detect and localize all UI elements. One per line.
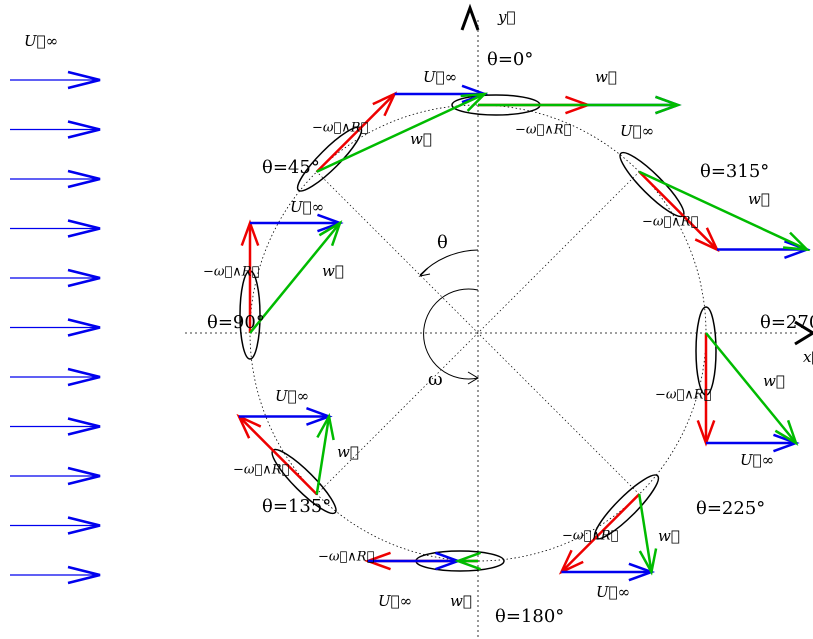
w-label: w⃗ [322,262,344,280]
free-stream [10,72,100,583]
omega-arc [424,289,478,379]
theta-label: θ [437,232,448,253]
w-label: w⃗ [748,190,770,208]
w-label: w⃗ [595,68,617,86]
theta-arc [420,250,478,275]
rotation-velocity [639,172,717,250]
free-stream-label: U⃗∞ [24,32,58,50]
rot-label: −ω⃗∧R⃗ [515,123,572,138]
angle-label: θ=180° [495,606,564,627]
u-label: U⃗∞ [378,592,412,610]
u-label: U⃗∞ [596,583,630,601]
rot-label: −ω⃗∧R⃗ [642,215,699,230]
blades: θ=0° w⃗ −ω⃗∧R⃗ θ=45° U⃗∞ w⃗ −ω⃗∧R⃗ θ=90° U⃗∞ w⃗ −ω… [203,49,813,627]
u-label: U⃗∞ [740,451,774,469]
rot-label: −ω⃗∧R⃗ [655,388,712,403]
angle-label: θ=270° [760,312,813,333]
u-label: U⃗∞ [275,387,309,405]
relative-velocity [639,172,807,250]
diagram: y⃗ x⃗ θ ω U⃗∞ θ=0° w⃗ −ω⃗∧R⃗ θ=45° U⃗∞ w⃗ −ω⃗∧… [0,0,813,639]
u-label: U⃗∞ [620,122,654,140]
angle-label: θ=90° [207,312,265,333]
angle-label: θ=0° [487,49,533,70]
x-label: x⃗ [803,348,813,366]
y-arrow [462,8,478,30]
w-label: w⃗ [658,527,680,545]
rotation-velocity [239,416,317,494]
rot-label: −ω⃗∧R⃗ [233,463,290,478]
angle-label: θ=135° [262,496,331,517]
rot-label: −ω⃗∧R⃗ [562,529,619,544]
w-label: w⃗ [337,443,359,461]
w-label: w⃗ [450,592,472,610]
angle-label: θ=315° [700,161,769,182]
w-label: w⃗ [410,130,432,148]
y-label: y⃗ [497,8,515,26]
w-label: w⃗ [763,372,785,390]
u-label: U⃗∞ [290,198,324,216]
theta-arrowhead [420,268,430,276]
omega-label: ω [428,369,443,390]
rot-label: −ω⃗∧R⃗ [318,550,375,565]
u-label: U⃗∞ [423,68,457,86]
angle-label: θ=225° [696,498,765,519]
angle-label: θ=45° [262,157,320,178]
rot-label: −ω⃗∧R⃗ [203,265,260,280]
rot-label: −ω⃗∧R⃗ [312,121,369,136]
